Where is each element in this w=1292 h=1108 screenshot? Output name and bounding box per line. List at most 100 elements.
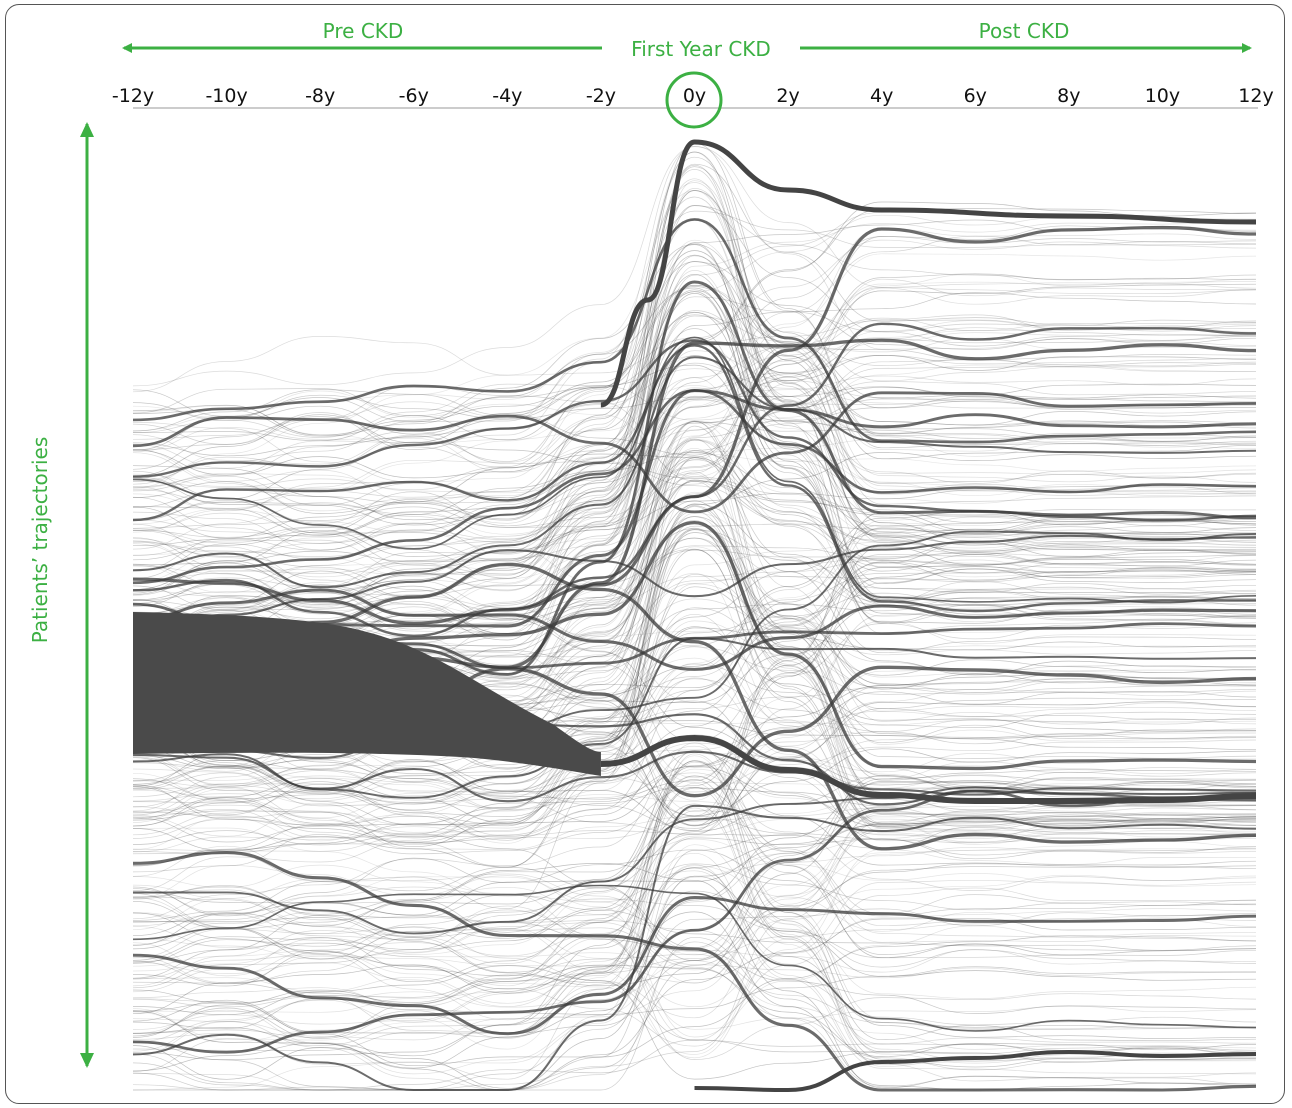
- trajectory-line: [132, 822, 1257, 1041]
- trajectory-line: [132, 548, 1257, 829]
- trajectory-line: [132, 922, 1257, 993]
- pre-ckd-label: Pre CKD: [323, 19, 404, 43]
- trajectory-line: [132, 506, 1257, 868]
- trajectory-line: [132, 533, 1257, 825]
- trajectory-line: [132, 974, 1257, 1063]
- trajectory-line: [132, 439, 1257, 607]
- x-tick-label: -4y: [492, 85, 522, 107]
- trajectory-line: [132, 355, 1257, 512]
- trajectory-line: [132, 787, 1257, 915]
- trajectory-line: [132, 775, 1257, 955]
- trajectory-line: [132, 768, 1257, 955]
- trajectory-line: [132, 964, 1257, 1057]
- trajectory-line: [132, 355, 1257, 594]
- trajectory-line: [132, 421, 1257, 591]
- trajectory-line: [132, 364, 1257, 478]
- trajectory-line: [132, 818, 1257, 990]
- trajectory-line: [132, 511, 1257, 832]
- trajectory-line: [132, 399, 1257, 508]
- trajectory-line: [132, 343, 1257, 618]
- trajectory-line: [132, 439, 1257, 637]
- trajectory-line: [132, 917, 1257, 1091]
- trajectory-line: [132, 568, 1257, 826]
- trajectory-line: [132, 667, 1257, 850]
- trajectory-line: [132, 760, 1257, 1061]
- trajectory-line: [132, 208, 1257, 614]
- trajectory-line: [132, 816, 1257, 923]
- upper-trajectory: [600, 139, 1257, 408]
- trajectory-line: [132, 827, 1257, 1075]
- trajectory-line: [132, 561, 1257, 817]
- trajectory-line: [132, 529, 1257, 841]
- trajectory-line: [132, 566, 1257, 800]
- trajectory-line: [132, 210, 1257, 482]
- trajectory-line: [132, 786, 1257, 935]
- trajectory-line: [132, 359, 1257, 596]
- trajectory-line: [132, 534, 1257, 637]
- trajectory-line: [132, 453, 1257, 577]
- trajectory-line: [132, 849, 1257, 917]
- trajectory-line: [132, 885, 1257, 1031]
- trajectory-line: [132, 864, 1257, 1075]
- trajectory-line: [132, 546, 1257, 823]
- trajectory-line: [132, 284, 1256, 544]
- trajectory-line: [132, 804, 1257, 1013]
- trajectory-line: [132, 863, 1257, 1089]
- trajectory-line: [132, 875, 1257, 1089]
- trajectory-line: [132, 583, 1257, 793]
- trajectory-line: [132, 865, 1257, 1091]
- trajectory-line: [132, 310, 1257, 573]
- trajectory-line: [132, 270, 1257, 600]
- post-ckd-label: Post CKD: [979, 19, 1070, 43]
- trajectory-line: [132, 344, 1257, 613]
- trajectory-line: [132, 273, 1257, 550]
- trajectory-line: [132, 314, 1257, 470]
- trajectory-line: [132, 339, 1257, 522]
- trajectory-line: [132, 218, 1257, 444]
- trajectory-line: [132, 485, 1257, 561]
- trajectory-line: [132, 169, 1257, 603]
- trajectory-line: [132, 546, 1257, 792]
- trajectory-line: [132, 479, 1257, 810]
- trajectory-line: [132, 742, 1257, 1064]
- trajectory-line: [132, 806, 1257, 1039]
- trajectory-line: [132, 239, 1257, 576]
- trajectory-line: [132, 914, 1257, 982]
- x-tick-labels: -12y -10y -8y -6y -4y -2y 0y 2y 4y 6y 8y 10y 12y: [112, 85, 1274, 107]
- trajectory-line: [132, 837, 1257, 979]
- x-tick-label: 8y: [1057, 85, 1080, 107]
- trajectory-line: [132, 864, 1257, 1030]
- phase-header: Pre CKD First Year CKD Post CKD: [122, 19, 1252, 61]
- trajectory-line: [132, 340, 1257, 417]
- trajectory-line: [132, 879, 1257, 1041]
- x-tick-label: -6y: [399, 85, 429, 107]
- trajectory-line: [132, 863, 1257, 937]
- trajectory-line: [132, 765, 1257, 960]
- trajectory-line: [132, 278, 1257, 594]
- trajectory-line: [132, 911, 1257, 1091]
- trajectory-line: [132, 450, 1257, 770]
- trajectory-line: [132, 935, 1257, 1067]
- x-tick-label: 10y: [1145, 85, 1180, 107]
- trajectory-line: [132, 151, 1257, 542]
- trajectory-line: [132, 284, 1257, 477]
- trajectory-line: [132, 908, 1257, 1091]
- x-tick-label: 2y: [776, 85, 799, 107]
- trajectory-line: [132, 335, 1257, 528]
- trajectory-line: [132, 336, 1257, 604]
- trajectory-line: [132, 844, 1257, 1091]
- first-year-ckd-label: First Year CKD: [631, 37, 771, 61]
- trajectory-line: [132, 884, 1257, 1032]
- x-tick-label: -12y: [112, 85, 154, 107]
- trajectory-line: [132, 421, 1257, 802]
- y-axis-label: Patients’ trajectories: [28, 437, 52, 644]
- trajectory-line: [132, 526, 1257, 855]
- trajectory-line: [132, 592, 1257, 816]
- x-tick-label: 4y: [870, 85, 893, 107]
- trajectory-line: [132, 261, 1257, 432]
- trajectory-line: [132, 337, 1257, 608]
- trajectory-line: [132, 742, 1257, 839]
- trajectory-line: [132, 826, 1257, 989]
- trajectory-line: [132, 205, 1257, 615]
- trajectory-line: [132, 850, 1257, 1092]
